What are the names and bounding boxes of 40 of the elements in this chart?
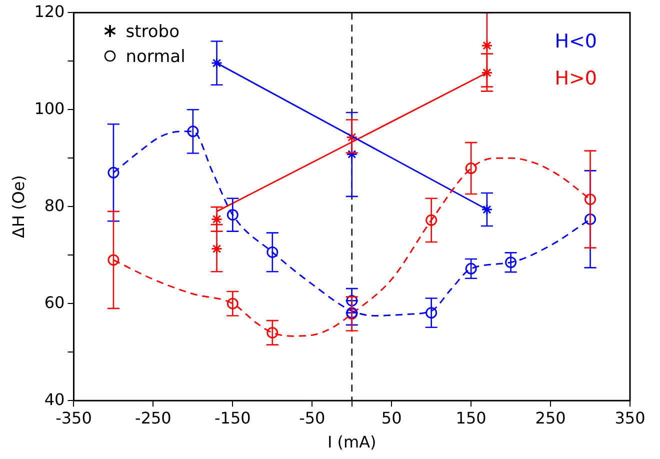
annotation: H>0: [554, 68, 597, 90]
x-tick-label: -150: [214, 408, 251, 428]
point: [426, 307, 438, 319]
x-tick-label: -350: [56, 408, 92, 428]
point: [108, 166, 120, 178]
y-axis-title: ΔH (Oe): [8, 175, 28, 238]
point: [211, 57, 223, 69]
point: [465, 162, 477, 174]
x-tick-label: 350: [614, 408, 646, 428]
point: [346, 148, 358, 160]
point: [481, 40, 493, 52]
point: [211, 243, 223, 255]
x-axis-title: I (mA): [327, 432, 376, 452]
x-tick-label: 150: [456, 408, 486, 428]
point: [266, 246, 278, 258]
x-tick-label: -50: [299, 408, 326, 428]
point: [226, 209, 238, 221]
point: [108, 254, 120, 266]
point: [187, 126, 199, 138]
point: [584, 194, 596, 206]
point: [346, 294, 358, 306]
point: [426, 214, 438, 226]
x-tick-label: 50: [381, 408, 402, 428]
point: [346, 131, 358, 143]
y-tick-label: 40: [44, 390, 65, 409]
annotation: normal: [126, 47, 186, 68]
y-tick-label: 60: [44, 292, 65, 312]
point: [481, 66, 493, 78]
point: [226, 298, 238, 310]
y-tick-label: 80: [44, 196, 65, 215]
x-tick-label: -250: [135, 408, 172, 428]
y-tick-label: 100: [34, 98, 65, 118]
y-tick-label: 120: [34, 2, 65, 21]
x-tick-label: 250: [535, 408, 566, 428]
point: [481, 204, 493, 216]
point: [266, 326, 278, 338]
point: [211, 213, 223, 225]
annotation: strobo: [126, 22, 180, 42]
annotation: H<0: [554, 30, 597, 53]
point: [584, 213, 596, 225]
